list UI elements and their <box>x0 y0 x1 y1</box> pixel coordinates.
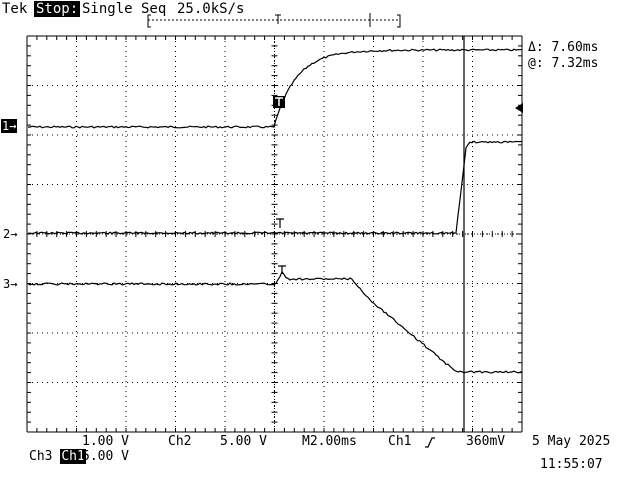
ch3-name: Ch3 <box>29 449 53 464</box>
acquisition-state-badge: Stop: <box>34 1 81 17</box>
ch2-name: Ch2 <box>168 434 192 449</box>
status-bar: Tek Stop: Single Seq 25.0kS/s <box>0 0 244 18</box>
ch1-ground-marker[interactable]: 1→ <box>1 119 18 133</box>
ch3-ground-marker[interactable]: 3→ <box>3 277 18 291</box>
ch1-name: Ch1 <box>60 449 86 464</box>
ch3-scale: 5.00 V <box>82 449 129 464</box>
trigger-level-arrow-icon <box>515 103 523 113</box>
ch1-scale: 1.00 V <box>82 434 129 449</box>
rising-edge-icon <box>425 437 435 448</box>
trigger-level: 360mV <box>466 434 506 449</box>
timebase-scale: M2.00ms <box>302 434 357 449</box>
date-label: 5 May 2025 <box>532 434 611 449</box>
trigger-source: Ch1 <box>388 434 412 449</box>
trigger-position-marker-top <box>275 14 281 24</box>
cursor-delta-readout: Δ: 7.60ms <box>528 40 599 55</box>
ch2-trace <box>27 140 523 235</box>
ch2-trigger-marker <box>276 218 284 228</box>
time-label: 11:55:07 <box>540 457 603 472</box>
brand-label: Tek <box>2 1 28 17</box>
ch1-trace <box>27 48 523 129</box>
sample-rate-label: 25.0kS/s <box>177 1 245 17</box>
ch2-ground-marker[interactable]: 2→ <box>3 227 18 241</box>
ch1-trigger-marker <box>273 96 285 108</box>
cursor-position-readout: @: 7.32ms <box>528 56 599 71</box>
ch1-settings: Ch1 <box>29 434 86 479</box>
acquisition-mode-label: Single Seq <box>82 1 167 17</box>
ch2-scale: 5.00 V <box>220 434 267 449</box>
ch3-trace <box>27 270 523 374</box>
record-position-bar <box>147 13 401 28</box>
graticule <box>26 35 523 433</box>
ch3-trigger-marker <box>278 265 286 274</box>
